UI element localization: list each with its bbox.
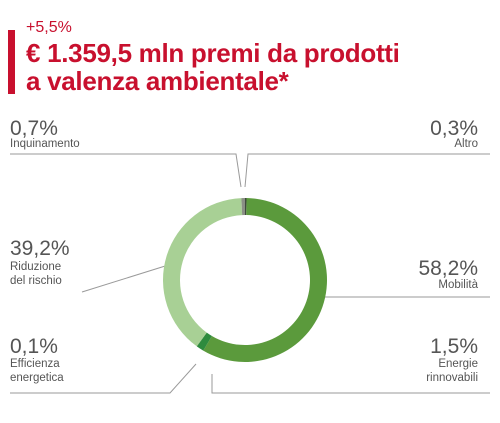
- donut-slice-5: [241, 198, 245, 216]
- leader-line-altro: [244, 153, 490, 188]
- donut-slice-3: [196, 332, 207, 347]
- data-label-riduzione-name: Riduzione del rischio: [10, 261, 62, 287]
- donut-slice-2: [196, 332, 212, 351]
- data-label-inquinamento-name: Inquinamento: [10, 138, 80, 150]
- accent-bar: [8, 30, 15, 94]
- leader-line-inquinamento: [10, 153, 242, 188]
- data-label-altro-value: 0,3%: [430, 117, 478, 140]
- data-label-efficienza-name: Efficienza energetica: [10, 358, 64, 384]
- data-label-inquinamento-value: 0,7%: [10, 117, 58, 140]
- donut-slice-0: [245, 198, 247, 216]
- donut-slice-4: [162, 198, 243, 347]
- leader-line-efficienza: [10, 363, 197, 394]
- data-label-energie-value: 1,5%: [430, 335, 478, 358]
- donut-slices: [162, 198, 328, 362]
- leader-lines: [10, 153, 490, 394]
- donut-slice-1: [203, 198, 328, 362]
- data-label-efficienza-value: 0,1%: [10, 335, 58, 358]
- data-label-energie-name: Energie rinnovabili: [426, 358, 478, 384]
- data-label-altro-name: Altro: [454, 138, 478, 150]
- data-label-mobilita-value: 58,2%: [418, 257, 478, 280]
- leader-line-riduzione: [81, 261, 179, 293]
- data-label-riduzione-value: 39,2%: [10, 237, 70, 260]
- growth-figure: +5,5%: [26, 19, 72, 36]
- data-label-mobilita-name: Mobilità: [438, 279, 478, 291]
- leader-line-energie: [211, 374, 490, 394]
- chart-title: € 1.359,5 mln premi da prodotti a valenz…: [26, 38, 400, 96]
